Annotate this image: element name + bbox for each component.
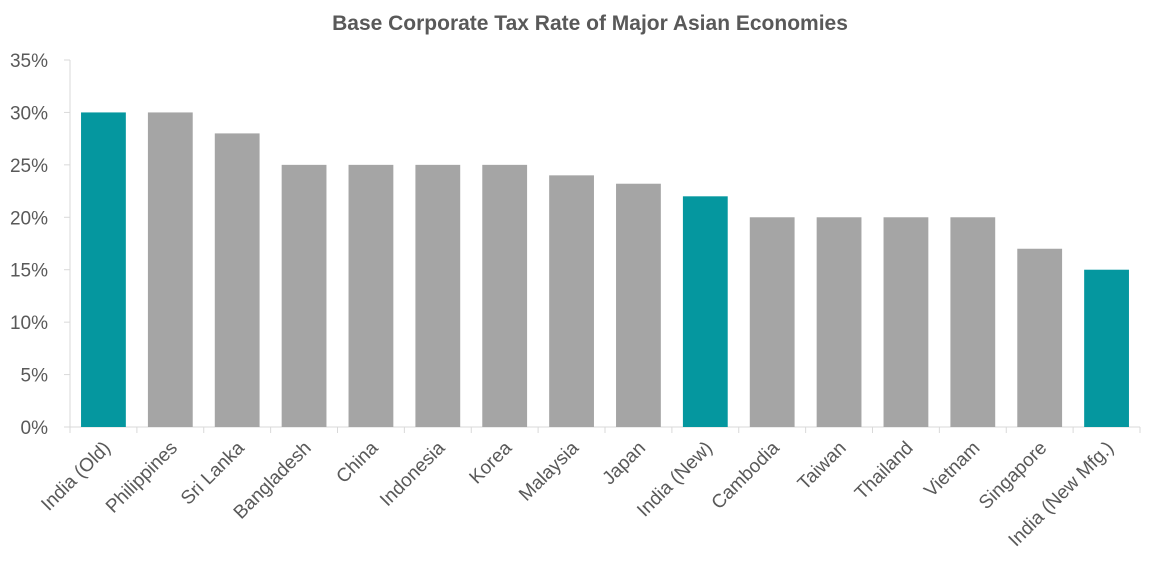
bar-cambodia xyxy=(749,217,795,427)
bar-singapore xyxy=(1017,248,1063,427)
chart-title: Base Corporate Tax Rate of Major Asian E… xyxy=(332,12,848,35)
x-category-label: Cambodia xyxy=(708,437,784,513)
bar-sri-lanka xyxy=(214,133,260,427)
y-tick-label: 10% xyxy=(10,313,48,334)
y-tick-label: 15% xyxy=(10,261,48,282)
x-category-label: Malaysia xyxy=(515,437,583,505)
x-category-label: Sri Lanka xyxy=(177,437,249,509)
y-tick-label: 20% xyxy=(10,208,48,229)
bar-japan xyxy=(616,183,661,427)
bar-indonesia xyxy=(415,164,461,427)
y-tick-label: 35% xyxy=(10,51,48,72)
bar-thailand xyxy=(883,217,929,427)
x-category-label: Philippines xyxy=(102,438,182,518)
bar-korea xyxy=(482,164,528,427)
x-category-label: Thailand xyxy=(851,438,917,504)
bar-bangladesh xyxy=(281,164,327,427)
bar-vietnam xyxy=(950,217,996,427)
y-tick-label: 30% xyxy=(10,103,48,124)
x-category-label: China xyxy=(333,437,383,487)
bar-malaysia xyxy=(549,175,594,427)
bar-china xyxy=(348,164,394,427)
bar-india-old xyxy=(81,112,126,427)
bar-india-new-mfg xyxy=(1084,269,1129,427)
bars xyxy=(81,112,1129,427)
x-category-label: Vietnam xyxy=(920,438,984,502)
y-tick-label: 5% xyxy=(21,366,49,387)
bar-taiwan xyxy=(816,217,862,427)
y-axis: 0% 5% 10% 15% 20% 25% 30% 35% xyxy=(10,51,71,439)
x-category-label: Indonesia xyxy=(376,437,449,510)
bar-philippines xyxy=(147,112,193,427)
y-tick-label: 25% xyxy=(10,156,48,177)
x-axis xyxy=(69,426,1141,433)
y-tick-label: 0% xyxy=(21,418,49,439)
x-category-label: Japan xyxy=(599,438,650,489)
bar-india-new xyxy=(682,196,728,427)
x-category-label: Taiwan xyxy=(794,438,851,495)
x-category-label: Korea xyxy=(466,437,517,488)
